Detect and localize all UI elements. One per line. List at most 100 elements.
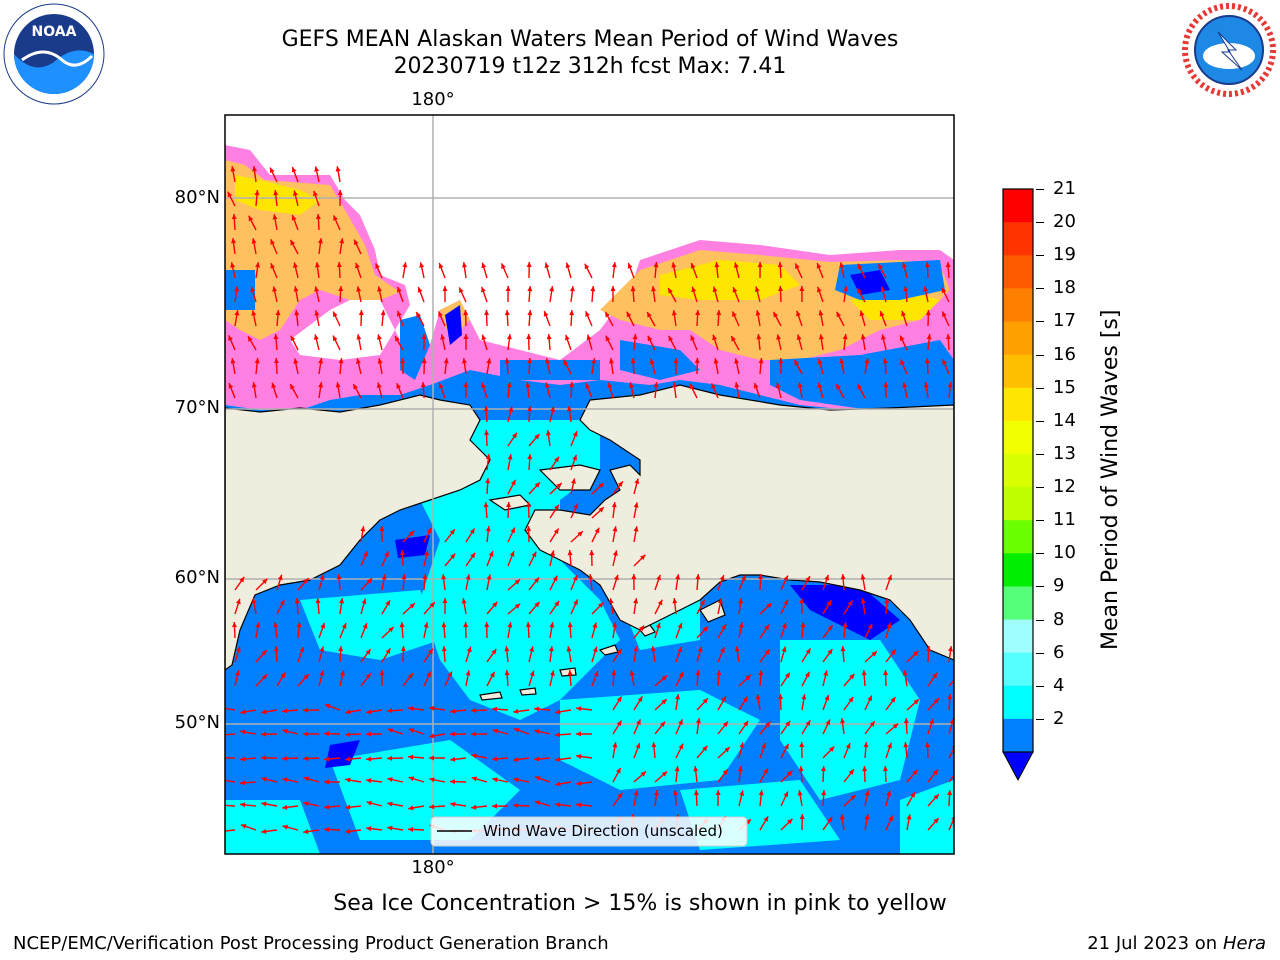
wave-arrow-head — [219, 732, 224, 737]
wave-arrow-head — [358, 310, 364, 316]
wave-arrow-head — [778, 694, 784, 700]
wave-arrow-head — [903, 742, 909, 748]
wave-arrow-head — [313, 334, 319, 340]
wave-arrow-head — [545, 430, 551, 436]
wave-arrow-head — [598, 483, 604, 489]
wave-arrow-head — [379, 670, 385, 676]
wave-arrow-head — [555, 756, 561, 762]
colorbar-tick-label: 15 — [1053, 376, 1076, 398]
colorbar-tick-mark — [1036, 520, 1044, 522]
wave-arrow-head — [555, 802, 561, 808]
wave-arrow-head — [773, 311, 779, 318]
wave-arrow-head — [843, 286, 849, 292]
wave-arrow-head — [941, 287, 947, 294]
wave-arrow-head — [755, 694, 761, 700]
wave-arrow-head — [923, 286, 929, 292]
wave-arrow-head — [491, 648, 497, 655]
wave-arrow-head — [761, 742, 767, 749]
colorbar-tick-label: 6 — [1053, 641, 1065, 663]
wave-arrow-head — [235, 670, 240, 676]
wave-arrow-head — [314, 310, 320, 316]
wave-arrow-head — [420, 382, 426, 388]
wave-arrow-head — [471, 776, 478, 782]
sea-ice — [225, 145, 954, 410]
wave-arrow-head — [576, 706, 582, 712]
wave-arrow-head — [719, 647, 725, 653]
wave-arrow-head — [653, 262, 659, 268]
wave-arrow-head — [783, 599, 789, 606]
wave-arrow-head — [248, 336, 253, 342]
wave-arrow-head — [847, 600, 853, 607]
lat-tick-80: 80°N — [174, 187, 220, 208]
wave-arrow-head — [251, 598, 257, 604]
wave-arrow-head — [550, 670, 555, 676]
wave-arrow-head — [527, 358, 533, 364]
wave-arrow-head — [463, 334, 469, 340]
colorbar-swatch — [1003, 387, 1033, 422]
wave-arrow-head — [902, 382, 908, 388]
colorbar-tick-label: 10 — [1053, 542, 1076, 564]
wave-arrow-head — [569, 310, 575, 316]
colorbar-tick-label: 17 — [1053, 310, 1076, 332]
wave-arrow-head — [879, 311, 885, 317]
wave-arrow-head — [409, 530, 415, 537]
wave-arrow-shaft — [225, 779, 236, 783]
wave-arrow-head — [738, 598, 743, 604]
colorbar-tick-label: 2 — [1053, 707, 1065, 729]
wave-arrow-head — [796, 334, 802, 341]
wave-arrow-head — [673, 790, 679, 796]
wave-arrow-head — [818, 334, 824, 340]
wave-arrow-head — [513, 802, 519, 808]
wave-arrow-head — [702, 698, 708, 704]
wave-arrow-head — [634, 478, 640, 484]
wave-arrow-head — [577, 531, 583, 537]
footer-machine: Hera — [1222, 933, 1266, 954]
wave-arrow-head — [926, 334, 932, 340]
wave-arrow-head — [429, 755, 435, 761]
wave-arrow-head — [647, 312, 652, 318]
wave-arrow-head — [712, 286, 718, 293]
wave-arrow-head — [778, 286, 784, 292]
wave-arrow-head — [839, 262, 845, 268]
wave-arrow-head — [486, 574, 492, 580]
wave-arrow-head — [933, 794, 939, 800]
wave-arrow-head — [671, 262, 677, 268]
wave-arrow-head — [492, 706, 498, 712]
wave-arrow-head — [324, 779, 330, 785]
colorbar-tick-label: 4 — [1053, 674, 1065, 696]
wave-arrow-head — [563, 359, 569, 366]
wave-arrow-head — [785, 720, 791, 727]
wave-arrow-head — [270, 263, 276, 269]
colorbar-tick-label: 9 — [1053, 575, 1065, 597]
wave-arrow-head — [626, 311, 632, 318]
wave-arrow-head — [303, 776, 310, 782]
colorbar-tick-label: 18 — [1053, 277, 1076, 299]
wave-arrow-head — [787, 770, 793, 777]
wave-arrow-head — [817, 358, 823, 365]
wave-arrow-head — [319, 646, 325, 653]
wave-arrow-head — [261, 674, 268, 680]
wave-arrow-head — [864, 814, 870, 820]
colorbar-tick-mark — [1036, 453, 1044, 455]
wave-arrow-head — [787, 818, 793, 825]
wave-arrow-head — [450, 801, 456, 807]
wave-arrow-head — [429, 804, 435, 810]
wave-arrow-head — [672, 382, 678, 388]
wave-arrow-head — [719, 575, 725, 581]
wave-arrow-head — [400, 550, 406, 556]
wave-arrow-head — [449, 529, 455, 535]
wave-arrow-head — [945, 334, 951, 340]
wave-arrow-head — [861, 670, 867, 676]
wave-arrow-head — [617, 481, 623, 487]
wave-arrow-head — [282, 755, 288, 761]
wave-arrow-head — [290, 335, 296, 342]
wave-arrow-head — [783, 743, 789, 750]
colorbar-tick-label: 14 — [1053, 409, 1076, 431]
colorbar-tick-mark — [1036, 553, 1044, 555]
colorbar-frame — [1002, 188, 1034, 753]
wave-arrow-head — [827, 649, 833, 655]
wave-arrow-head — [586, 334, 592, 341]
wave-arrow-head — [711, 383, 716, 389]
colorbar-swatch — [1003, 619, 1033, 654]
wave-arrow-head — [636, 719, 641, 725]
